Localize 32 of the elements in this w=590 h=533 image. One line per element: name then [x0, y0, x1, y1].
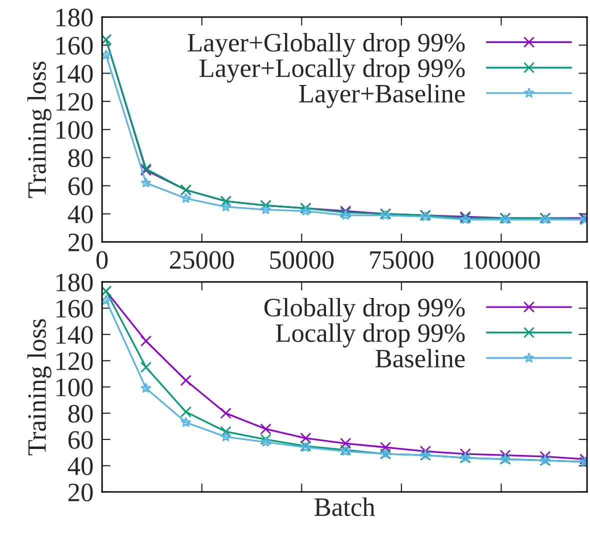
- y-axis-title: Training loss: [27, 319, 52, 456]
- legend-label: Layer+Locally drop 99%: [199, 58, 465, 83]
- y-tick-label: 100: [56, 378, 93, 396]
- y-tick-label: 180: [56, 274, 93, 292]
- y-tick-label: 20: [68, 484, 93, 502]
- x-tick-label: 75000: [370, 251, 434, 269]
- legend-label: Layer+Globally drop 99%: [188, 33, 465, 58]
- y-tick-label: 40: [68, 457, 93, 476]
- y-tick-label: 20: [68, 234, 93, 252]
- legend-label: Layer+Baseline: [299, 84, 465, 108]
- y-tick-label: 100: [56, 121, 93, 139]
- x-tick-label: 25000: [170, 251, 234, 269]
- y-tick-label: 140: [56, 326, 93, 344]
- legend-label: Globally drop 99%: [264, 298, 465, 322]
- y-tick-label: 80: [68, 149, 93, 168]
- y-tick-label: 160: [56, 300, 93, 318]
- y-tick-label: 120: [56, 352, 93, 370]
- y-tick-label: 160: [56, 36, 93, 55]
- y-tick-label: 60: [68, 431, 93, 449]
- x-axis-title: Batch: [314, 498, 375, 516]
- y-tick-label: 80: [68, 404, 93, 423]
- x-tick-label: 100000: [464, 251, 540, 269]
- y-tick-label: 120: [56, 93, 93, 111]
- y-tick-label: 180: [56, 8, 93, 26]
- x-tick-label: 50000: [270, 251, 334, 269]
- y-tick-label: 60: [68, 177, 93, 196]
- y-tick-label: 40: [68, 205, 93, 224]
- y-tick-label: 140: [56, 64, 93, 83]
- x-tick-label: 0: [96, 251, 108, 269]
- legend-label: Locally drop 99%: [276, 323, 465, 348]
- y-axis-title: Training loss: [27, 62, 52, 198]
- legend-label: Baseline: [376, 348, 465, 368]
